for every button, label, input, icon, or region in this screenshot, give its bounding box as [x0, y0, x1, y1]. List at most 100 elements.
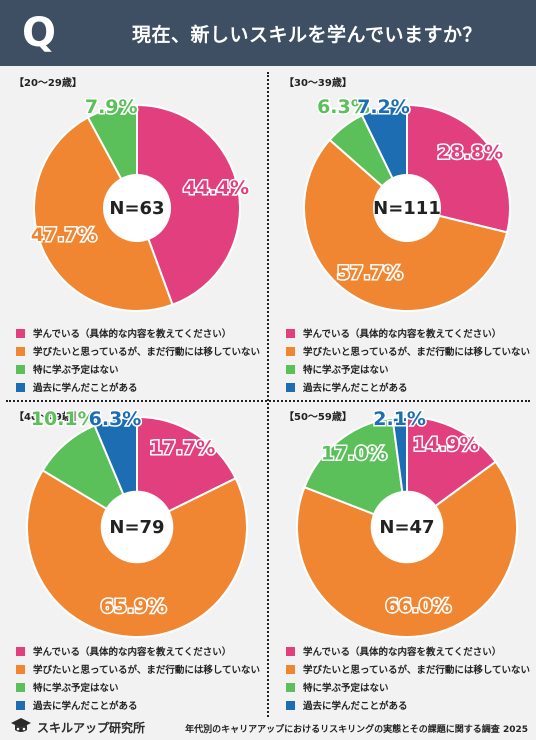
percent-label: 2.1% [373, 408, 426, 430]
swatch-pink [16, 328, 25, 338]
percent-label: 6.3% [317, 96, 370, 118]
legend: 学んでいる（具体的な内容を教えてください） 学びたいと思っているが、まだ行動には… [16, 324, 260, 396]
swatch-orange [286, 664, 295, 674]
legend-label: 学びたいと思っているが、まだ行動には移していない [33, 665, 261, 676]
slice-no-plan [303, 416, 409, 529]
swatch-green [286, 682, 295, 692]
percent-label: 57.7% [337, 262, 403, 284]
slice-want-to-learn [33, 116, 174, 312]
legend-item-past: 過去に学んだことがある [286, 696, 530, 714]
header-bar: Q 現在、新しいスキルを学んでいますか？ [0, 0, 536, 66]
legend: 学んでいる（具体的な内容を教えてください） 学びたいと思っているが、まだ行動には… [16, 642, 260, 714]
swatch-green [286, 364, 295, 374]
swatch-green [16, 682, 25, 692]
source-note: 年代別のキャリアアップにおけるリスキリングの実態とその課題に関する調査 2025 [185, 725, 528, 735]
percent-label: 10.1% [31, 408, 97, 430]
legend-item-past: 過去に学んだことがある [16, 378, 260, 396]
legend-label: 学んでいる（具体的な内容を教えてください） [303, 329, 502, 340]
legend-item-none: 特に学ぶ予定はない [16, 360, 260, 378]
q-mark: Q [21, 10, 56, 56]
legend-item-want: 学びたいと思っているが、まだ行動には移していない [16, 660, 260, 678]
legend-item-none: 特に学ぶ予定はない [16, 678, 260, 696]
legend-item-past: 過去に学んだことがある [16, 696, 260, 714]
legend-item-none: 特に学ぶ予定はない [286, 678, 530, 696]
legend-item-learning: 学んでいる（具体的な内容を教えてください） [286, 642, 530, 660]
donut-hole [100, 490, 174, 564]
swatch-orange [286, 346, 295, 356]
legend-label: 過去に学んだことがある [303, 701, 408, 712]
percent-label: 66.0% [385, 595, 451, 617]
legend-item-want: 学びたいと思っているが、まだ行動には移していない [16, 342, 260, 360]
chart-panel-50s: 【50～59歳】 N=47 14.9% 66.0% 17.0% 2.1% 学んでいる（具… [270, 402, 536, 734]
swatch-blue [16, 382, 25, 392]
swatch-blue [286, 382, 295, 392]
swatch-pink [286, 328, 295, 338]
age-label: 【30～39歳】 [284, 78, 352, 89]
slice-learning [136, 415, 237, 529]
legend-label: 過去に学んだことがある [33, 383, 138, 394]
age-label: 【20～29歳】 [14, 78, 82, 89]
swatch-blue [16, 700, 25, 710]
legend-item-learning: 学んでいる（具体的な内容を教えてください） [16, 642, 260, 660]
age-label: 【50～59歳】 [284, 412, 352, 423]
legend-label: 特に学ぶ予定はない [33, 365, 119, 376]
legend: 学んでいる（具体的な内容を教えてください） 学びたいと思っているが、まだ行動には… [286, 642, 530, 714]
swatch-orange [16, 346, 25, 356]
pie-chart-30s: N=111 28.8% 57.7% 6.3%7.2% [303, 95, 511, 312]
horizontal-divider [6, 400, 530, 402]
percent-label: 6.3% [89, 408, 142, 430]
legend-label: 特に学ぶ予定はない [303, 365, 389, 376]
legend-label: 学びたいと思っているが、まだ行動には移していない [303, 347, 531, 358]
q-badge: Q [0, 0, 78, 66]
legend-item-want: 学びたいと思っているが、まだ行動には移していない [286, 342, 530, 360]
percent-label: 65.9% [101, 596, 167, 618]
pie-chart-50s: N=47 14.9% 66.0% 17.0% 2.1% [296, 407, 518, 638]
chart-panel-20s: 【20～29歳】 N=63 44.4% 47.7% 7.9% 学んでいる（具体的な内容… [0, 68, 266, 400]
slice-learning [136, 103, 241, 306]
legend-label: 学んでいる（具体的な内容を教えてください） [33, 329, 232, 340]
vertical-divider [267, 72, 269, 717]
swatch-pink [286, 646, 295, 656]
pie-chart-40s: N=79 17.7% 65.9% 10.1%6.3% [26, 407, 248, 638]
percent-label: 14.9% [413, 433, 479, 455]
percent-label: 7.2% [357, 96, 410, 118]
swatch-blue [286, 700, 295, 710]
chart-panel-30s: 【30～39歳】 N=111 28.8% 57.7% 6.3% 7.2% 学んでいる（具… [270, 68, 536, 400]
legend-label: 学んでいる（具体的な内容を教えてください） [33, 647, 232, 658]
page-title: 現在、新しいスキルを学んでいますか？ [131, 23, 483, 46]
chart-panel-40s: 【40～49歳】 N=79 17.7% 65.9% 10.1% 6.3% 学んでいる（具… [0, 402, 266, 734]
legend-item-learning: 学んでいる（具体的な内容を教えてください） [16, 324, 260, 342]
sample-size-label: N=111 [373, 198, 441, 219]
percent-label: 28.8% [437, 141, 503, 163]
legend-label: 過去に学んだことがある [303, 383, 408, 394]
legend-label: 特に学ぶ予定はない [303, 683, 389, 694]
percent-label: 47.7% [31, 224, 97, 246]
percent-label: 17.7% [149, 437, 215, 459]
donut-hole [370, 490, 444, 564]
legend-label: 特に学ぶ予定はない [33, 683, 119, 694]
logo-text: スキルアップ研究所 [37, 720, 146, 735]
age-label: 【40～49歳】 [14, 412, 82, 423]
legend-item-none: 特に学ぶ予定はない [286, 360, 530, 378]
sample-size-label: N=47 [379, 517, 434, 538]
legend-label: 過去に学んだことがある [33, 701, 138, 712]
legend-label: 学んでいる（具体的な内容を教えてください） [303, 647, 502, 658]
percent-label: 44.4% [183, 177, 249, 199]
donut-hole [373, 174, 441, 242]
swatch-orange [16, 664, 25, 674]
legend-label: 学びたいと思っているが、まだ行動には移していない [33, 347, 261, 358]
swatch-green [16, 364, 25, 374]
percent-label: 17.0% [321, 443, 387, 465]
legend-item-learning: 学んでいる（具体的な内容を教えてください） [286, 324, 530, 342]
donut-hole [103, 174, 171, 242]
percent-label: 7.9% [85, 96, 138, 118]
legend-item-past: 過去に学んだことがある [286, 378, 530, 396]
legend-item-want: 学びたいと思っているが、まだ行動には移していない [286, 660, 530, 678]
swatch-pink [16, 646, 25, 656]
graduation-cap-icon [11, 718, 31, 732]
legend: 学んでいる（具体的な内容を教えてください） 学びたいと思っているが、まだ行動には… [286, 324, 530, 396]
pie-chart-20s: N=63 44.4% 47.7% 7.9% [29, 95, 251, 312]
sample-size-label: N=63 [109, 198, 164, 219]
sample-size-label: N=79 [109, 517, 164, 538]
legend-label: 学びたいと思っているが、まだ行動には移していない [303, 665, 531, 676]
